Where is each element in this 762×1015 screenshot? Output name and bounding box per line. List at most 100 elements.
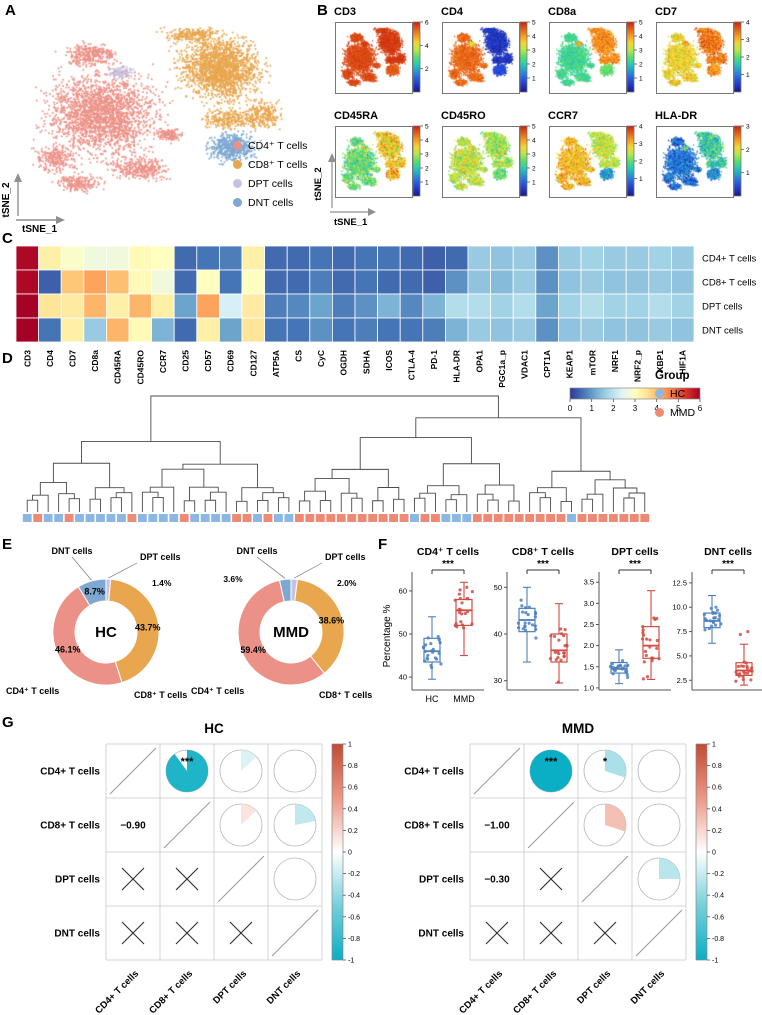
svg-text:CD8⁺ T cells: CD8⁺ T cells xyxy=(319,690,372,700)
svg-text:DNT cells: DNT cells xyxy=(702,326,743,337)
marker-plot-cd8a: CD8a 1 2 3 4 5 xyxy=(547,6,651,108)
boxplot-panel-1: 30 40 50 CD8⁺ T cells*** xyxy=(494,546,579,691)
dendrogram-leaf xyxy=(305,514,315,522)
svg-text:CD4+ T cells: CD4+ T cells xyxy=(93,968,141,1015)
dendrogram-leaf xyxy=(294,514,304,522)
svg-text:DPT cells: DPT cells xyxy=(702,302,743,313)
svg-text:0.8: 0.8 xyxy=(712,763,722,770)
svg-text:SDHA: SDHA xyxy=(361,350,371,374)
svg-text:PGC1a_p: PGC1a_p xyxy=(497,350,507,388)
panel-label-g: G xyxy=(2,714,14,731)
dendrogram-leaf xyxy=(546,514,555,522)
svg-text:4: 4 xyxy=(639,34,643,41)
svg-text:38.6%: 38.6% xyxy=(319,615,345,625)
svg-text:CD4+ T cells: CD4+ T cells xyxy=(404,767,464,778)
svg-text:30: 30 xyxy=(494,676,502,685)
svg-text:-0.2: -0.2 xyxy=(712,871,724,878)
legend-item-hc: HC xyxy=(655,384,695,403)
svg-text:VDAC1: VDAC1 xyxy=(520,350,530,379)
legend-item-dnt: DNT cells xyxy=(233,193,307,212)
svg-text:1.0: 1.0 xyxy=(584,683,594,692)
svg-text:8.7%: 8.7% xyxy=(84,587,105,597)
dendrogram-leaf xyxy=(75,514,84,522)
svg-text:-0.6: -0.6 xyxy=(712,914,724,921)
marker-plot-cd45ra: CD45RA 1 2 3 4 5 xyxy=(333,110,437,212)
svg-text:−0.30: −0.30 xyxy=(484,875,510,886)
svg-text:3.0: 3.0 xyxy=(584,599,594,608)
dendrogram-leaf xyxy=(608,514,618,522)
svg-text:***: *** xyxy=(537,559,549,570)
tsne-axes: tSNE_2 tSNE_1 xyxy=(1,173,65,235)
svg-text:4: 4 xyxy=(532,34,536,41)
dendrogram-leaf xyxy=(43,514,53,522)
svg-text:40: 40 xyxy=(494,630,502,639)
dendrogram-leaf xyxy=(598,514,608,522)
svg-text:HC: HC xyxy=(426,694,439,704)
dendrogram-leaf xyxy=(588,514,597,522)
tsne-main-plot xyxy=(12,14,308,214)
dendrogram-leaf xyxy=(347,514,357,522)
dendrogram-leaf xyxy=(326,514,336,522)
legend-item-dpt: DPT cells xyxy=(233,174,307,193)
svg-text:7.5: 7.5 xyxy=(677,627,687,636)
svg-text:3: 3 xyxy=(633,404,638,413)
svg-text:46.1%: 46.1% xyxy=(55,644,81,654)
dendrogram-leaf xyxy=(410,514,419,522)
legend-item-cd8: CD8⁺ T cells xyxy=(233,155,307,174)
svg-text:XBP1: XBP1 xyxy=(655,350,665,372)
legend-label: HC xyxy=(670,387,686,400)
svg-text:3: 3 xyxy=(639,48,643,55)
svg-text:CD7: CD7 xyxy=(68,350,78,367)
marker-colorbar: 1 2 3 4 xyxy=(733,20,750,93)
svg-text:CD4⁺ T cells: CD4⁺ T cells xyxy=(191,686,244,696)
dendrogram-leaf xyxy=(117,514,126,522)
svg-text:PD-1: PD-1 xyxy=(429,350,439,370)
svg-text:CD127: CD127 xyxy=(248,350,258,377)
dendrogram-leaf xyxy=(200,514,210,522)
panel-label-a: A xyxy=(5,2,16,19)
svg-text:***: *** xyxy=(722,559,734,570)
dendrogram-leaf xyxy=(420,514,430,522)
svg-text:1.4%: 1.4% xyxy=(152,578,172,588)
svg-text:DNT cells: DNT cells xyxy=(704,546,752,558)
svg-text:0: 0 xyxy=(712,850,716,857)
svg-text:-0.4: -0.4 xyxy=(712,893,724,900)
svg-text:***: *** xyxy=(629,559,641,570)
marker-plot-hladr: HLA-DR 1 2 3 xyxy=(654,110,758,212)
svg-text:4: 4 xyxy=(532,138,536,145)
svg-text:2.5: 2.5 xyxy=(677,676,687,685)
marker-colorbar: 1 2 3 4 5 xyxy=(626,20,643,93)
dendrogram-leaf xyxy=(169,514,179,522)
donut-slice xyxy=(52,586,123,686)
dendrogram-leaf xyxy=(462,514,472,522)
svg-text:4: 4 xyxy=(425,138,429,145)
svg-text:2: 2 xyxy=(425,166,429,173)
svg-text:KEAP1: KEAP1 xyxy=(565,350,575,379)
legend-item-cd4: CD4⁺ T cells xyxy=(233,136,307,155)
svg-text:2: 2 xyxy=(746,147,750,154)
svg-text:DPT cells: DPT cells xyxy=(575,968,613,1006)
svg-text:CD69: CD69 xyxy=(226,350,236,372)
svg-text:CD4+ T cells: CD4+ T cells xyxy=(40,767,100,778)
svg-text:40: 40 xyxy=(399,673,407,682)
svg-text:1: 1 xyxy=(712,742,716,749)
svg-text:59.4%: 59.4% xyxy=(240,645,266,655)
svg-text:CD8a: CD8a xyxy=(90,350,100,372)
group-legend: Group HC MMD xyxy=(655,370,695,422)
legend-label: CD8⁺ T cells xyxy=(248,158,308,171)
dendrogram-leaf xyxy=(96,514,105,522)
svg-text:HC: HC xyxy=(95,624,117,641)
svg-text:2: 2 xyxy=(639,62,643,69)
marker-colorbar: 1 2 3 4 5 xyxy=(519,20,536,93)
svg-text:-0.2: -0.2 xyxy=(348,871,360,878)
tsne-legend: CD4⁺ T cells CD8⁺ T cells DPT cells DNT … xyxy=(233,136,307,212)
dendrogram-leaf xyxy=(441,514,451,522)
svg-text:CD45RO: CD45RO xyxy=(135,350,145,385)
legend-label: CD4⁺ T cells xyxy=(248,139,308,152)
svg-text:2: 2 xyxy=(639,159,643,166)
boxplot-panel-2: 1.0 1.5 2.0 2.5 3.0 3.5 DPT cells*** xyxy=(584,546,671,692)
svg-text:0.4: 0.4 xyxy=(348,806,358,813)
svg-text:CPT1A: CPT1A xyxy=(542,350,552,378)
svg-text:6: 6 xyxy=(425,20,429,27)
mmd-dot-icon xyxy=(655,408,664,417)
